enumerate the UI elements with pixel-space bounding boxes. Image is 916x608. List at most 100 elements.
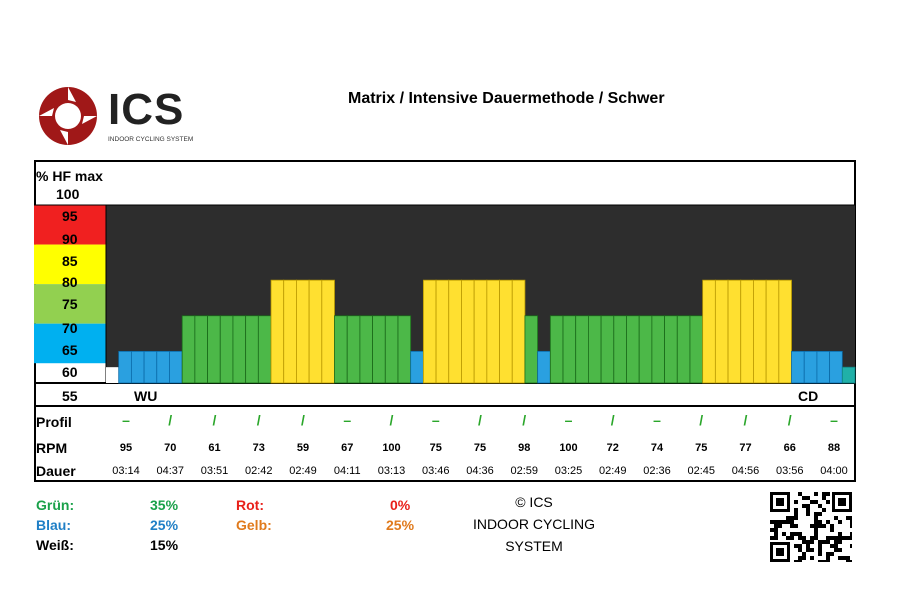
chart-bar — [600, 315, 615, 384]
profil-symbol: / — [699, 412, 704, 428]
dauer-value: 04:37 — [156, 465, 185, 477]
dauer-value: 04:56 — [731, 465, 760, 477]
chart-bar — [410, 350, 424, 384]
dauer-row-label: Dauer — [36, 463, 76, 479]
chart-bar — [626, 315, 640, 384]
chart-bar — [359, 315, 373, 384]
chart-bar — [575, 315, 589, 384]
chart-bar — [384, 315, 399, 384]
profil-symbol: – — [830, 412, 838, 428]
chart-bar — [422, 279, 437, 384]
profil-symbol: / — [478, 412, 482, 428]
profil-symbol: / — [787, 412, 792, 428]
rpm-value: 75 — [695, 442, 708, 454]
dauer-value: 02:45 — [687, 465, 716, 477]
rpm-row-label: RPM — [36, 440, 68, 456]
chart-bar — [372, 315, 386, 384]
dauer-value: 04:36 — [466, 465, 494, 477]
chart-bar — [740, 279, 754, 384]
dauer-value: 04:00 — [820, 465, 848, 477]
chart-bar — [461, 279, 475, 384]
tick-label: 55 — [62, 388, 78, 404]
dauer-value: 03:51 — [200, 465, 229, 477]
profil-symbol: / — [610, 412, 615, 428]
chart-bar — [181, 315, 196, 384]
rpm-value: 61 — [208, 442, 221, 454]
legend-blau-label: Blau: — [36, 517, 71, 533]
chart-bar — [702, 279, 716, 384]
rpm-value: 72 — [606, 442, 619, 454]
tick-label: 85 — [62, 253, 78, 269]
profil-row-label: Profil — [36, 414, 72, 430]
legend-gruen-value: 35% — [150, 497, 179, 513]
chart-bar — [283, 279, 297, 384]
profil-symbol: / — [168, 412, 173, 428]
cd-label: CD — [798, 388, 819, 404]
zone-band — [34, 284, 106, 324]
chart-bar — [651, 315, 665, 384]
chart-bar — [689, 315, 704, 384]
dauer-value: 03:46 — [421, 465, 450, 477]
chart-bar — [549, 315, 564, 384]
legend-weiss-label: Weiß: — [36, 537, 74, 553]
legend-blau-value: 25% — [150, 517, 179, 533]
chart-bar — [308, 279, 323, 384]
chart-bar — [106, 367, 119, 383]
profil-symbol: – — [564, 412, 573, 428]
y-axis-label: % HF max — [36, 168, 103, 184]
zone-band — [34, 323, 106, 364]
copyright-line3: SYSTEM — [505, 538, 563, 554]
rpm-value: 95 — [119, 442, 133, 454]
profil-symbol: – — [343, 412, 352, 428]
chart-bar — [270, 279, 285, 384]
chart-bar — [829, 350, 843, 384]
zone-band — [34, 205, 106, 245]
chart-bar — [803, 350, 818, 384]
page-title: Matrix / Intensive Dauermethode / Schwer — [348, 90, 665, 107]
tick-label: 90 — [62, 231, 78, 247]
chart-bar — [816, 350, 831, 384]
chart-bar — [765, 279, 780, 384]
chart-bar — [334, 315, 348, 384]
chart-bar — [524, 315, 539, 384]
dauer-value: 02:36 — [643, 465, 671, 477]
chart-bar — [841, 366, 856, 384]
legend-gruen-label: Grün: — [36, 497, 75, 513]
chart-bar — [791, 350, 805, 384]
legend-rot-label: Rot: — [236, 497, 264, 513]
chart-bar — [448, 279, 462, 384]
rpm-value: 67 — [341, 442, 354, 454]
chart-bar — [257, 315, 272, 384]
rpm-value: 75 — [473, 442, 487, 454]
tick-label: 95 — [62, 208, 78, 224]
chart-bar — [118, 350, 132, 384]
chart-bar — [245, 315, 259, 384]
rpm-value: 88 — [827, 442, 841, 454]
legend-gelb-label: Gelb: — [236, 517, 272, 533]
profil-symbol: / — [389, 412, 394, 428]
chart-bar — [207, 315, 221, 384]
dauer-value: 04:11 — [333, 465, 361, 477]
chart-bar — [714, 279, 729, 384]
logo-text: ICS — [108, 85, 185, 134]
chart-bar — [537, 350, 551, 384]
rpm-value: 59 — [296, 442, 310, 454]
chart-bar — [676, 315, 691, 384]
chart-bar — [156, 350, 170, 384]
zone-band — [34, 244, 106, 285]
chart-bar — [486, 279, 500, 384]
qr-code-icon — [770, 492, 852, 562]
rpm-value: 70 — [164, 442, 177, 454]
chart-bar — [194, 315, 208, 384]
dauer-value: 03:25 — [554, 465, 583, 477]
dauer-value: 02:42 — [244, 465, 273, 477]
chart-bar — [511, 279, 526, 384]
profil-symbol: / — [301, 412, 305, 428]
rpm-value: 74 — [650, 442, 664, 454]
chart-bar — [613, 315, 627, 384]
wu-label: WU — [134, 388, 158, 404]
dauer-value: 02:49 — [598, 465, 627, 477]
profil-symbol: / — [256, 412, 261, 428]
chart-bar — [778, 279, 792, 384]
